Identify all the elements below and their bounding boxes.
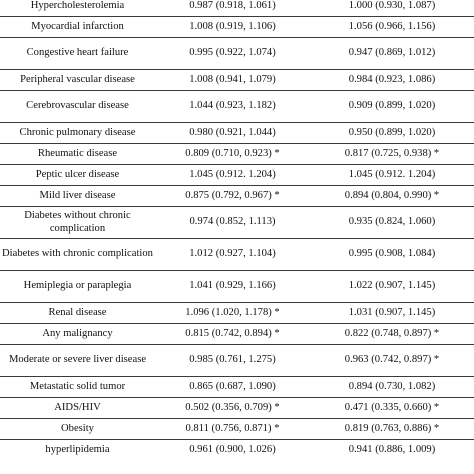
condition-name-cell: Moderate or severe liver disease <box>0 344 155 377</box>
table-row: Congestive heart failure 0.995 (0.922, 1.… <box>0 37 474 70</box>
table-row: Rheumatic disease 0.809 (0.710, 0.923) * 0… <box>0 143 474 165</box>
estimate-cell-2: 0.894 (0.804, 0.990) * <box>310 185 474 207</box>
condition-name-cell: Metastatic solid tumor <box>0 376 155 398</box>
table-row: AIDS/HIV 0.502 (0.356, 0.709) * 0.471 (0.3… <box>0 397 474 419</box>
table-row: Any malignancy 0.815 (0.742, 0.894) * 0.82… <box>0 323 474 345</box>
estimate-cell-2: 0.822 (0.748, 0.897) * <box>310 323 474 345</box>
condition-name-cell: Myocardial infarction <box>0 16 155 38</box>
table-row: hyperlipidemia 0.961 (0.900, 1.026) 0.941 … <box>0 440 474 461</box>
estimate-cell-2: 0.819 (0.763, 0.886) * <box>310 418 474 440</box>
table-row: Metastatic solid tumor 0.865 (0.687, 1.09… <box>0 376 474 398</box>
condition-name-cell: Peptic ulcer disease <box>0 164 155 186</box>
table-row: Hemiplegia or paraplegia 1.041 (0.929, 1.… <box>0 270 474 303</box>
table-row: Diabetes with chronic complication 1.012 … <box>0 238 474 271</box>
estimate-cell-2: 0.941 (0.886, 1.009) <box>348 443 436 455</box>
estimate-cell-1: 0.815 (0.742, 0.894) * <box>155 323 310 345</box>
estimate-cell-1: 1.096 (1.020, 1.178) * <box>155 302 310 324</box>
estimate-cell-2: 0.950 (0.899, 1.020) <box>310 122 474 144</box>
estimate-cell-1: 0.980 (0.921, 1.044) <box>155 122 310 144</box>
estimate-cell-2: 0.817 (0.725, 0.938) * <box>310 143 474 165</box>
condition-name-cell: Rheumatic disease <box>0 143 155 165</box>
table-row: Mild liver disease 0.875 (0.792, 0.967) *… <box>0 185 474 207</box>
estimate-cell-2: 1.000 (0.930, 1.087) <box>310 0 474 17</box>
table-row: Renal disease 1.096 (1.020, 1.178) * 1.031… <box>0 302 474 324</box>
table-row: Chronic pulmonary disease 0.980 (0.921, 1… <box>0 122 474 144</box>
condition-name-cell: Hypercholesterolemia <box>0 0 155 17</box>
estimate-cell-2: 0.963 (0.742, 0.897) * <box>310 344 474 377</box>
estimate-cell-1: 0.985 (0.761, 1.275) <box>155 344 310 377</box>
estimate-cell-2: 0.894 (0.730, 1.082) <box>310 376 474 398</box>
estimate-cell-1: 0.865 (0.687, 1.090) <box>155 376 310 398</box>
estimate-cell-1: 0.811 (0.756, 0.871) * <box>155 418 310 440</box>
table-row: Cerebrovascular disease 1.044 (0.923, 1.1… <box>0 90 474 123</box>
estimate-cell-2: 1.045 (0.912. 1.204) <box>310 164 474 186</box>
estimate-cell-1: 0.974 (0.852, 1.113) <box>155 206 310 239</box>
estimate-cell-1: 0.809 (0.710, 0.923) * <box>155 143 310 165</box>
results-table-body: Hypercholesterolemia 0.987 (0.918, 1.061)… <box>0 0 474 461</box>
estimate-cell-2: 0.995 (0.908, 1.084) <box>310 238 474 271</box>
condition-name-cell: Obesity <box>0 418 155 440</box>
estimate-cell-1: 0.502 (0.356, 0.709) * <box>155 397 310 419</box>
results-table: Hypercholesterolemia 0.987 (0.918, 1.061)… <box>0 0 474 461</box>
condition-name-cell: Mild liver disease <box>0 185 155 207</box>
condition-name-cell: Renal disease <box>0 302 155 324</box>
estimate-cell-1: 1.044 (0.923, 1.182) <box>155 90 310 123</box>
estimate-cell-1: 1.045 (0.912. 1.204) <box>155 164 310 186</box>
condition-name-cell: Any malignancy <box>0 323 155 345</box>
condition-name-cell: Chronic pulmonary disease <box>0 122 155 144</box>
condition-name-cell: Congestive heart failure <box>0 37 155 70</box>
condition-name-cell: Hemiplegia or paraplegia <box>0 270 155 303</box>
estimate-cell-2: 0.909 (0.899, 1.020) <box>310 90 474 123</box>
estimate-cell-1: 0.995 (0.922, 1.074) <box>155 37 310 70</box>
table-row: Obesity 0.811 (0.756, 0.871) * 0.819 (0.76… <box>0 418 474 440</box>
table-row: Moderate or severe liver disease 0.985 (0… <box>0 344 474 377</box>
condition-name-cell: AIDS/HIV <box>0 397 155 419</box>
estimate-cell-1: 1.012 (0.927, 1.104) <box>155 238 310 271</box>
table-row: Peptic ulcer disease 1.045 (0.912. 1.204)… <box>0 164 474 186</box>
table-row: Hypercholesterolemia 0.987 (0.918, 1.061)… <box>0 0 474 17</box>
estimate-cell-1: 0.961 (0.900, 1.026) <box>189 443 276 455</box>
table-row: Peripheral vascular disease 1.008 (0.941,… <box>0 69 474 91</box>
estimate-cell-2: 0.984 (0.923, 1.086) <box>310 69 474 91</box>
condition-name-cell: Diabetes with chronic complication <box>0 238 155 271</box>
estimate-cell-1: 0.875 (0.792, 0.967) * <box>155 185 310 207</box>
estimate-cell-2: 1.056 (0.966, 1.156) <box>310 16 474 38</box>
table-row: Myocardial infarction 1.008 (0.919, 1.106… <box>0 16 474 38</box>
estimate-cell-2: 0.471 (0.335, 0.660) * <box>310 397 474 419</box>
estimate-cell-1: 1.041 (0.929, 1.166) <box>155 270 310 303</box>
estimate-cell-2: 1.031 (0.907, 1.145) <box>310 302 474 324</box>
estimate-cell-2: 0.935 (0.824, 1.060) <box>310 206 474 239</box>
estimate-cell-1: 0.987 (0.918, 1.061) <box>155 0 310 17</box>
condition-name-cell: Diabetes without chronic complication <box>0 206 155 239</box>
condition-name-cell: hyperlipidemia <box>45 443 110 455</box>
estimate-cell-1: 1.008 (0.919, 1.106) <box>155 16 310 38</box>
condition-name-cell: Cerebrovascular disease <box>0 90 155 123</box>
estimate-cell-2: 1.022 (0.907, 1.145) <box>310 270 474 303</box>
estimate-cell-1: 1.008 (0.941, 1.079) <box>155 69 310 91</box>
estimate-cell-2: 0.947 (0.869, 1.012) <box>310 37 474 70</box>
condition-name-cell: Peripheral vascular disease <box>0 69 155 91</box>
table-row: Diabetes without chronic complication 0.9… <box>0 206 474 239</box>
